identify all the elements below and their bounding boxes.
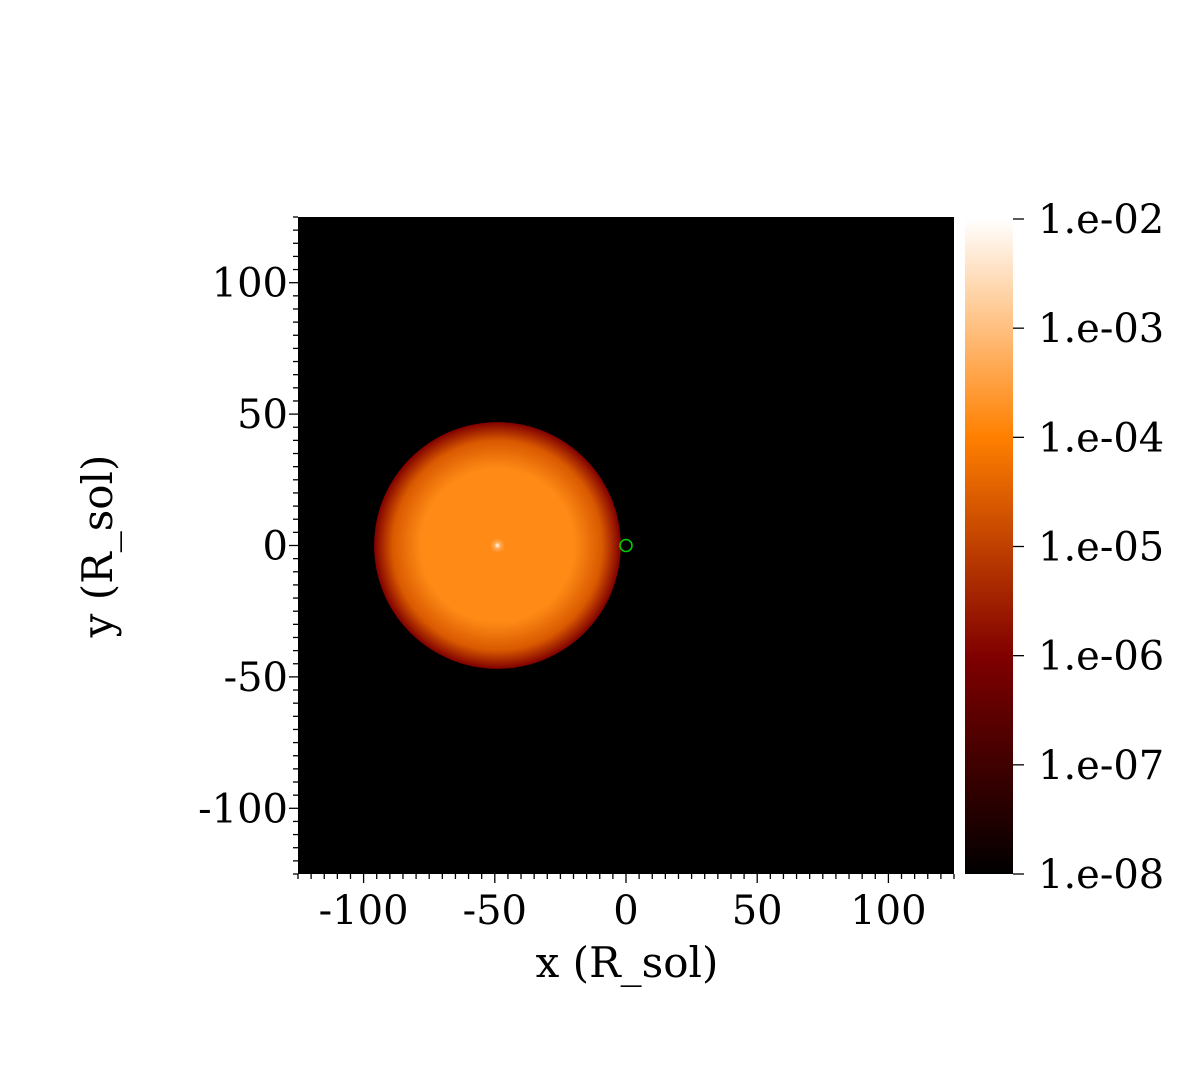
colorbar-tick-label: 1.e-07 [1038, 743, 1164, 789]
y-tick-label: -100 [198, 786, 288, 832]
x-tick-label: -50 [463, 888, 527, 934]
colorbar-tick-label: 1.e-08 [1038, 852, 1164, 898]
heatmap-plot [298, 217, 954, 874]
colorbar-tick-label: 1.e-06 [1038, 634, 1164, 680]
y-tick-label: 50 [237, 392, 288, 438]
y-tick-label: -50 [224, 655, 288, 701]
y-axis-title: y (R_sol) [73, 455, 122, 639]
companion-marker [619, 538, 633, 553]
colorbar-tick-label: 1.e-05 [1038, 525, 1164, 571]
x-tick-label: 0 [613, 888, 638, 934]
x-axis: -100 -50 0 50 100 [297, 874, 955, 934]
y-tick-label: 100 [212, 261, 288, 307]
star-density-disk [374, 422, 621, 669]
colorbar-tick-label: 1.e-03 [1038, 306, 1164, 352]
colorbar-ticks: 1.e-08 1.e-07 1.e-06 1.e-05 1.e-04 1.e-03 1.e-… [1013, 197, 1164, 898]
x-tick-label: 100 [850, 888, 926, 934]
y-axis: -100 -50 0 50 100 [198, 216, 298, 875]
colorbar: 1.e-08 1.e-07 1.e-06 1.e-05 1.e-04 1.e-03 1.e-… [965, 197, 1164, 898]
x-axis-title: x (R_sol) [536, 938, 719, 987]
colorbar-tick-label: 1.e-02 [1038, 197, 1164, 243]
colorbar-bar [965, 219, 1013, 874]
colorbar-tick-label: 1.e-04 [1038, 415, 1164, 461]
x-tick-label: -100 [319, 888, 409, 934]
x-tick-label: 50 [732, 888, 783, 934]
y-tick-label: 0 [263, 524, 288, 570]
